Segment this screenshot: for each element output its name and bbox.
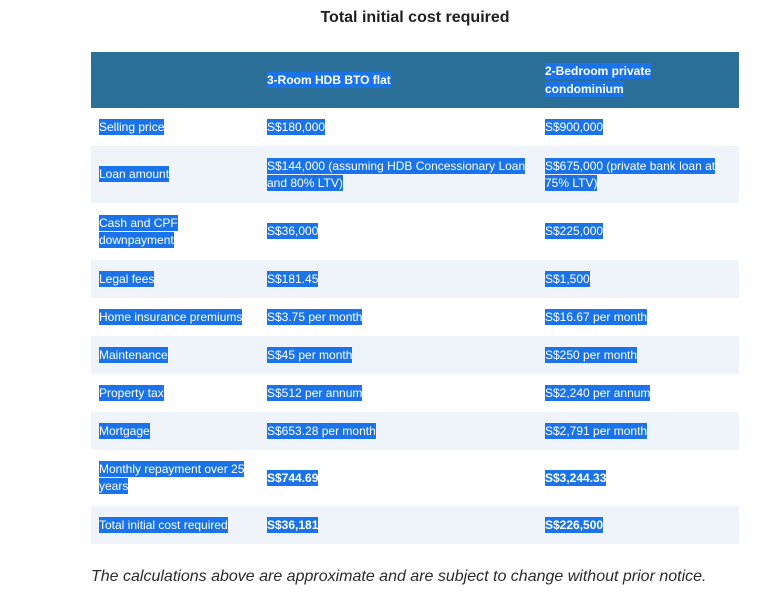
table-row: Home insurance premiums S$3.75 per month… (91, 298, 739, 336)
header-hdb: 3-Room HDB BTO flat (259, 52, 537, 108)
row-label: Legal fees (99, 270, 155, 287)
row-label-cell: Cash and CPF downpayment (91, 203, 259, 260)
table-row: Property tax S$512 per annum S$2,240 per… (91, 374, 739, 412)
condo-value: S$16.67 per month (545, 308, 648, 325)
condo-cell: S$675,000 (private bank loan at 75% LTV) (537, 146, 739, 203)
hdb-cell: S$36,000 (259, 203, 537, 260)
hdb-value: S$180,000 (267, 118, 326, 135)
hdb-value: S$36,000 (267, 223, 319, 239)
condo-cell: S$2,240 per annum (537, 374, 739, 412)
hdb-cell: S$45 per month (259, 336, 537, 374)
hdb-value: S$744.69 (267, 469, 319, 486)
row-label: Maintenance (99, 346, 168, 363)
hdb-cell: S$512 per annum (259, 374, 537, 412)
header-hdb-label: 3-Room HDB BTO flat (267, 72, 391, 88)
row-label: Property tax (99, 384, 164, 401)
condo-cell: S$225,000 (537, 203, 739, 260)
table-row: Mortgage S$653.28 per month S$2,791 per … (91, 412, 739, 450)
hdb-value: S$144,000 (assuming HDB Concessionary Lo… (267, 157, 526, 191)
hdb-value: S$653.28 per month (267, 422, 376, 439)
table-row: Cash and CPF downpayment S$36,000 S$225,… (91, 203, 739, 260)
row-label: Home insurance premiums (99, 308, 243, 325)
table-title: Total initial cost required (320, 9, 510, 26)
header-condo-label: 2-Bedroom private condominium (545, 63, 652, 97)
row-label: Cash and CPF downpayment (99, 214, 178, 248)
condo-value: S$250 per month (545, 346, 638, 363)
condo-value: S$3,244.33 (545, 469, 607, 486)
hdb-cell: S$36,181 (259, 506, 537, 544)
row-label: Loan amount (99, 166, 170, 182)
condo-value: S$2,240 per annum (545, 384, 651, 401)
hdb-cell: S$653.28 per month (259, 412, 537, 450)
condo-cell: S$1,500 (537, 260, 739, 298)
hdb-cell: S$3.75 per month (259, 298, 537, 336)
condo-value: S$675,000 (private bank loan at 75% LTV) (545, 157, 716, 191)
condo-cell: S$16.67 per month (537, 298, 739, 336)
row-label-cell: Home insurance premiums (91, 298, 259, 336)
condo-cell: S$900,000 (537, 108, 739, 146)
table-row: Loan amount S$144,000 (assuming HDB Conc… (91, 146, 739, 203)
row-label: Monthly repayment over 25 years (99, 461, 245, 494)
hdb-value: S$45 per month (267, 346, 353, 363)
table-row: Monthly repayment over 25 years S$744.69… (91, 450, 739, 506)
condo-cell: S$226,500 (537, 506, 739, 544)
hdb-cell: S$144,000 (assuming HDB Concessionary Lo… (259, 146, 537, 203)
table-row: Legal fees S$181.45 S$1,500 (91, 260, 739, 298)
row-label-cell: Mortgage (91, 412, 259, 450)
condo-cell: S$3,244.33 (537, 450, 739, 506)
hdb-value: S$512 per annum (267, 384, 363, 401)
disclaimer-note: The calculations above are approximate a… (91, 568, 707, 585)
table-row: Maintenance S$45 per month S$250 per mon… (91, 336, 739, 374)
cost-comparison-table: 3-Room HDB BTO flat 2-Bedroom private co… (91, 52, 739, 544)
hdb-value: S$3.75 per month (267, 308, 363, 325)
header-condo: 2-Bedroom private condominium (537, 52, 739, 108)
condo-value: S$225,000 (545, 223, 604, 239)
row-label: Total initial cost required (99, 516, 228, 533)
table-row: Total initial cost required S$36,181 S$2… (91, 506, 739, 544)
condo-cell: S$2,791 per month (537, 412, 739, 450)
row-label-cell: Loan amount (91, 146, 259, 203)
table-row: Selling price S$180,000 S$900,000 (91, 108, 739, 146)
condo-value: S$226,500 (545, 516, 604, 533)
hdb-cell: S$180,000 (259, 108, 537, 146)
hdb-cell: S$181.45 (259, 260, 537, 298)
header-blank (91, 52, 259, 108)
row-label-cell: Selling price (91, 108, 259, 146)
condo-value: S$900,000 (545, 118, 604, 135)
row-label: Mortgage (99, 422, 150, 439)
hdb-value: S$181.45 (267, 270, 319, 287)
table-header-row: 3-Room HDB BTO flat 2-Bedroom private co… (91, 52, 739, 108)
condo-value: S$1,500 (545, 270, 590, 287)
row-label-cell: Total initial cost required (91, 506, 259, 544)
hdb-value: S$36,181 (267, 516, 319, 533)
hdb-cell: S$744.69 (259, 450, 537, 506)
condo-cell: S$250 per month (537, 336, 739, 374)
row-label: Selling price (99, 118, 165, 135)
condo-value: S$2,791 per month (545, 422, 648, 439)
row-label-cell: Monthly repayment over 25 years (91, 450, 259, 506)
row-label-cell: Legal fees (91, 260, 259, 298)
row-label-cell: Property tax (91, 374, 259, 412)
row-label-cell: Maintenance (91, 336, 259, 374)
